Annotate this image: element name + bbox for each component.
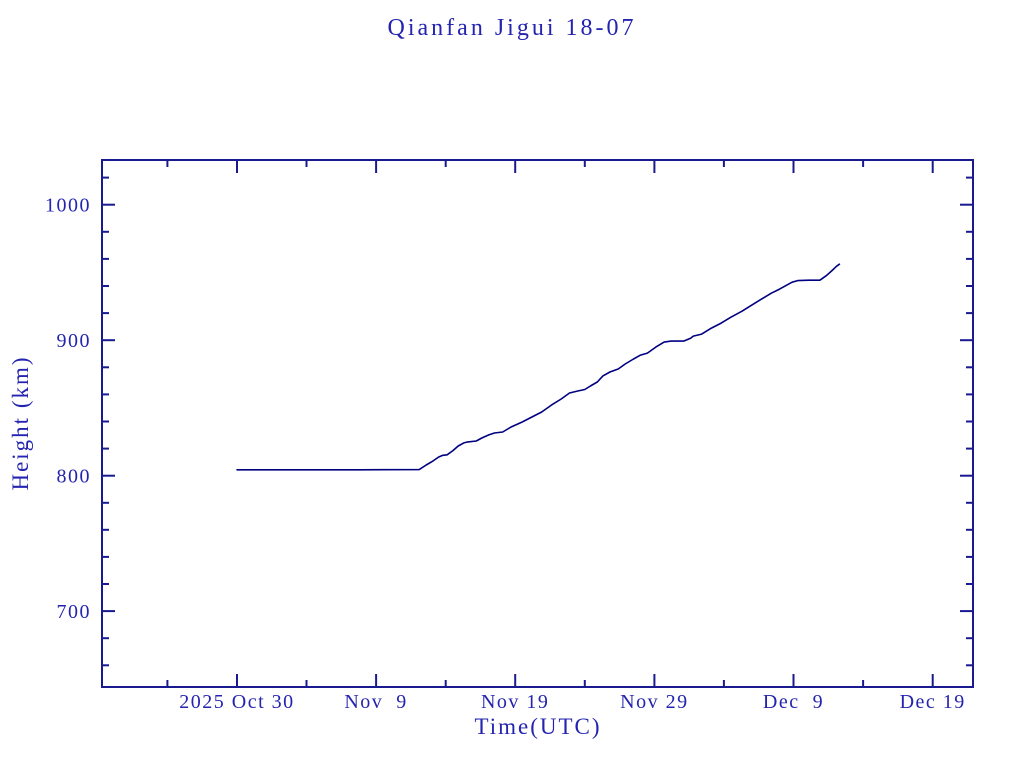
y-tick-label: 700 (57, 601, 92, 623)
x-tick-label: Nov 29 (620, 691, 688, 713)
x-tick-label: Nov 9 (344, 691, 407, 713)
x-tick-label: 2025 Oct 30 (179, 691, 294, 713)
y-tick-label: 900 (57, 330, 92, 352)
y-tick-label: 800 (57, 466, 92, 488)
x-tick-label: Dec 9 (763, 691, 824, 713)
chart-title: Qianfan Jigui 18-07 (387, 15, 637, 41)
x-tick-label: Dec 19 (900, 691, 966, 713)
plot-border (101, 159, 974, 688)
x-tick-label: Nov 19 (481, 691, 549, 713)
y-tick-label: 1000 (45, 195, 91, 217)
height-line (236, 263, 841, 471)
x-axis-title: Time(UTC) (474, 714, 602, 739)
